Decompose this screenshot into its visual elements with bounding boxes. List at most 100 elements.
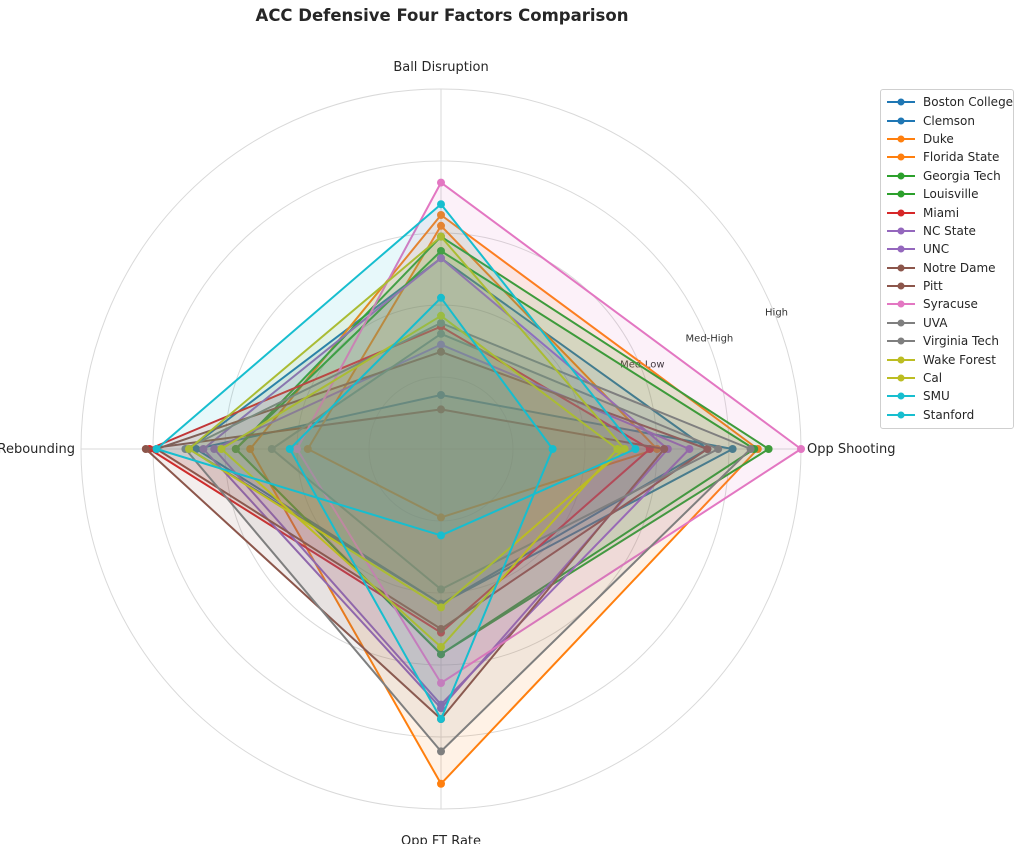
data-point <box>660 445 669 453</box>
data-point <box>437 254 445 263</box>
ring-label: High <box>765 308 788 319</box>
legend: Boston College Clemson Duke Florida State Ge… <box>880 89 1014 430</box>
legend-label: Wake Forest <box>923 352 996 367</box>
data-point <box>437 247 445 255</box>
data-point <box>437 650 445 659</box>
legend-item: Clemson <box>881 111 1013 129</box>
data-point <box>437 200 445 209</box>
data-point <box>437 643 445 651</box>
data-point <box>231 445 240 453</box>
legend-label: Notre Dame <box>923 260 996 275</box>
legend-item: NC State <box>881 222 1013 240</box>
axis-label: Ball Disruption <box>393 60 488 75</box>
legend-swatch <box>887 264 915 272</box>
data-point <box>714 445 723 453</box>
data-point <box>210 445 219 453</box>
legend-swatch <box>887 411 915 419</box>
data-point <box>285 445 294 453</box>
legend-swatch <box>887 374 915 382</box>
legend-item: Duke <box>881 130 1013 148</box>
legend-label: Boston College <box>923 95 1014 110</box>
data-point <box>141 445 150 453</box>
series-group <box>217 311 622 651</box>
legend-item: Virginia Tech <box>881 332 1013 350</box>
series-group <box>303 221 661 522</box>
legend-swatch <box>887 227 915 235</box>
legend-label: Louisville <box>923 187 979 202</box>
ring-labels: Med-Low Med-High High <box>620 308 788 371</box>
axis-label: Opp Shooting <box>807 442 895 457</box>
data-point <box>437 405 445 414</box>
legend-item: UVA <box>881 314 1013 332</box>
legend-item: Pitt <box>881 277 1013 295</box>
data-point <box>437 340 445 349</box>
axis-label: Def Rebounding <box>0 442 75 457</box>
legend-label: NC State <box>923 223 976 238</box>
legend-item: Wake Forest <box>881 350 1013 368</box>
legend-swatch <box>887 153 915 161</box>
legend-item: Boston College <box>881 93 1013 111</box>
legend-swatch <box>887 319 915 327</box>
series-group <box>185 232 629 612</box>
legend-label: Stanford <box>923 407 975 422</box>
data-point <box>437 625 445 633</box>
ring-label: Med-High <box>686 334 734 345</box>
data-point <box>703 445 712 453</box>
data-point <box>746 445 755 453</box>
legend-swatch <box>887 135 915 143</box>
legend-item: Louisville <box>881 185 1013 203</box>
data-point <box>437 585 445 594</box>
data-point <box>613 445 622 453</box>
data-point <box>437 211 445 219</box>
legend-swatch <box>887 392 915 400</box>
legend-item: Cal <box>881 369 1013 387</box>
data-point <box>437 311 445 320</box>
data-point <box>437 779 445 788</box>
data-point <box>631 445 640 453</box>
data-point <box>246 445 255 453</box>
legend-swatch <box>887 337 915 345</box>
data-point <box>437 679 445 687</box>
ring-label: Med-Low <box>620 360 664 371</box>
legend-swatch <box>887 245 915 253</box>
data-point <box>199 445 208 453</box>
data-point <box>764 445 773 453</box>
legend-swatch <box>887 209 915 217</box>
legend-item: Florida State <box>881 148 1013 166</box>
legend-swatch <box>887 282 915 290</box>
legend-item: Notre Dame <box>881 259 1013 277</box>
data-point <box>437 715 445 723</box>
legend-label: Georgia Tech <box>923 168 1001 183</box>
legend-label: SMU <box>923 389 950 404</box>
data-point <box>728 445 737 453</box>
data-point <box>192 445 201 453</box>
legend-swatch <box>887 117 915 125</box>
legend-label: Virginia Tech <box>923 334 999 349</box>
data-point <box>437 347 445 356</box>
data-point <box>437 319 445 327</box>
legend-label: Duke <box>923 131 954 146</box>
data-point <box>437 513 445 522</box>
legend-label: UNC <box>923 242 950 257</box>
legend-swatch <box>887 172 915 180</box>
legend-label: Syracuse <box>923 297 978 312</box>
data-point <box>303 445 312 453</box>
data-point <box>437 329 445 338</box>
series-group <box>152 200 640 540</box>
data-point <box>437 747 445 756</box>
data-point <box>293 445 301 453</box>
data-point <box>437 178 445 187</box>
chart-title: ACC Defensive Four Factors Comparison <box>255 6 629 25</box>
legend-item: Syracuse <box>881 295 1013 313</box>
legend-label: UVA <box>923 315 948 330</box>
data-point <box>437 531 445 540</box>
data-point <box>267 445 276 453</box>
data-point <box>685 445 694 453</box>
axis-labels: Ball Disruption Opp Shooting Opp FT Rate De… <box>0 60 895 844</box>
data-point <box>437 391 445 399</box>
legend-swatch <box>887 300 915 308</box>
legend-label: Florida State <box>923 150 1000 165</box>
series-group <box>285 293 557 723</box>
data-point <box>437 293 445 302</box>
